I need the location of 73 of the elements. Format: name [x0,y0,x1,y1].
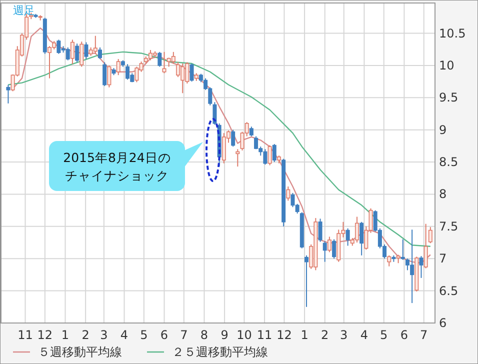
legend-label: ５週移動平均線 [38,345,122,359]
candlestick [98,46,102,60]
candlestick [419,256,424,278]
candlestick [268,144,272,166]
candlestick [332,238,336,260]
candlestick [236,148,240,168]
candlestick [346,228,350,246]
x-tick-label: 7 [180,328,188,342]
candlestick [304,254,309,308]
y-tick-label: 6.5 [439,284,458,298]
x-tick-label: 12 [276,328,292,342]
candlestick [354,216,359,244]
candlestick [6,84,10,104]
x-tick-label: 9 [220,328,228,342]
annotation: 2015年8月24日のチャイナショック [63,150,171,183]
x-tick-label: 5 [380,328,388,342]
y-tick-label: 6 [439,316,447,330]
x-tick-label: 12 [37,328,53,342]
candlestick [48,46,52,79]
x-tick-label: 5 [140,328,148,342]
candlestick [286,186,290,202]
candlestick [176,62,180,78]
candlestick [93,35,98,54]
y-tick-label: 10.5 [439,26,466,40]
x-tick-label: 3 [100,328,108,342]
candlestick [400,238,405,260]
y-tick-label: 10 [439,58,454,72]
candlestick [66,46,70,61]
candlestick [387,254,392,267]
candlestick [327,236,332,253]
x-tick-label: 6 [400,328,408,342]
chart-title: 週足 [13,4,35,17]
candlestick [126,64,130,80]
candlestick [190,63,194,82]
candlestick [80,41,84,68]
x-tick-label: 2 [82,328,90,342]
x-tick-label: 2 [321,328,329,342]
legend-label: ２５週移動平均線 [172,345,268,359]
candlestick [84,42,88,60]
x-tick-label: 6 [160,328,168,342]
x-tick-label: 3 [340,328,348,342]
candlestick [360,221,364,256]
candlestick [424,223,428,269]
candlestick [428,226,432,244]
candlestick [171,51,176,64]
x-tick-label: 4 [120,328,128,342]
candlestick [254,136,258,150]
x-tick-label: 11 [256,328,272,342]
y-tick-label: 7 [439,252,447,266]
y-tick-label: 7.5 [439,219,458,234]
x-tick-label: 8 [200,328,208,342]
x-tick-label: 11 [18,328,33,342]
candlestick [322,240,327,262]
x-tick-label: 1 [300,328,308,342]
y-tick-label: 9.5 [439,90,458,105]
candlestick [231,129,236,148]
candlestick [318,218,322,242]
candlestick [116,58,120,76]
candlestick [272,144,276,163]
candlestick [70,39,74,65]
x-tick-label: 10 [236,328,252,342]
x-tick-label: 7 [420,328,428,342]
candlestick [158,51,162,68]
candlestick [75,43,80,63]
y-tick-label: 9 [439,122,447,137]
x-tick-label: 4 [360,328,368,342]
candlestick [249,126,254,137]
candlestick [162,51,166,74]
candlestick [107,64,112,88]
candlestick [102,62,107,87]
x-tick-label: 1 [61,328,70,342]
y-tick-label: 8.5 [439,155,458,170]
y-tick-label: 8 [439,187,447,202]
